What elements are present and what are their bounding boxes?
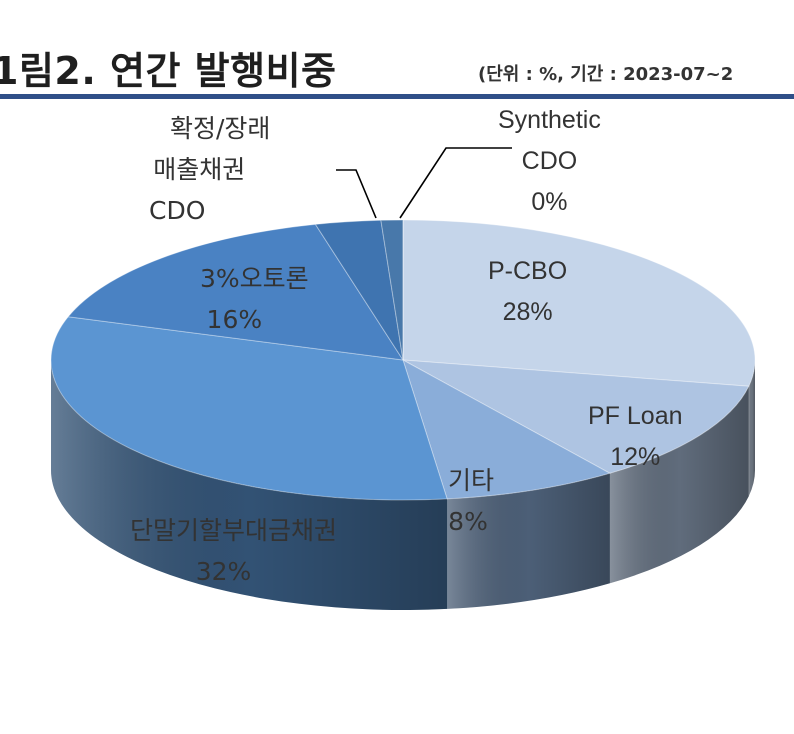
label-pfloan-name: PF Loan (588, 402, 683, 430)
slice-매출채권-cdo (314, 219, 404, 361)
unit-period-note: (단위 : %, 기간 : 2023-07~2 (478, 64, 734, 85)
label-autoloan-value: 16% (206, 305, 263, 334)
label-danmalgi: 단말기할부대금채권 32% (130, 510, 337, 592)
slice-p-cbo (402, 219, 756, 387)
slice-단말기할부대금채권 (50, 316, 448, 501)
leader-lines (336, 147, 512, 219)
slice-기타 (402, 358, 612, 500)
label-maechul-name: 매출채권 (153, 155, 246, 184)
pie-side-walls (51, 360, 755, 610)
label-autoloan: 3%오토론 16% (200, 258, 309, 340)
label-pfloan: PF Loan 12% (588, 396, 683, 478)
side-shade-단말기할부대금채권 (51, 360, 448, 610)
slice-pf-loan (402, 359, 750, 474)
label-gita-value: 8% (448, 507, 488, 536)
slice-확정-장래 (380, 219, 404, 361)
label-hwakjeong-name: 확정/장래 (170, 114, 271, 143)
title-rule (0, 94, 794, 99)
label-maechul-cdo: 확정/장래 매출채권 CDO (140, 108, 270, 231)
leader-maechul-cdo (336, 169, 377, 219)
label-pcbo-value: 28% (502, 298, 553, 326)
label-danmalgi-name: 단말기할부대금채권 (130, 516, 338, 545)
chart-title: 1림2. 연간 발행비중 (0, 49, 337, 93)
leader-synthetic-cdo (399, 147, 512, 219)
label-autoloan-name: 3%오토론 (200, 264, 309, 293)
label-gita-name: 기타 (448, 466, 495, 495)
label-gita: 기타 8% (448, 460, 494, 542)
pie-top-faces (50, 219, 756, 501)
pie-chart (50, 147, 756, 610)
label-synthetic-value: 0% (531, 188, 568, 216)
label-pfloan-value: 12% (610, 443, 661, 471)
label-synthetic-cdo: Synthetic CDO 0% (498, 100, 601, 223)
label-synthetic-name-1: Synthetic (498, 106, 601, 134)
side-shade-p-cbo (748, 360, 755, 497)
side-shade-기타 (447, 473, 610, 609)
label-danmalgi-value: 32% (195, 557, 252, 586)
label-pcbo-name: P-CBO (488, 257, 568, 285)
slice-오토론 (67, 223, 405, 361)
label-synthetic-name-2: CDO (521, 147, 578, 175)
label-pcbo: P-CBO 28% (488, 251, 567, 333)
side-shade-pf-loan (609, 386, 749, 584)
label-cdo-name: CDO (149, 196, 206, 225)
